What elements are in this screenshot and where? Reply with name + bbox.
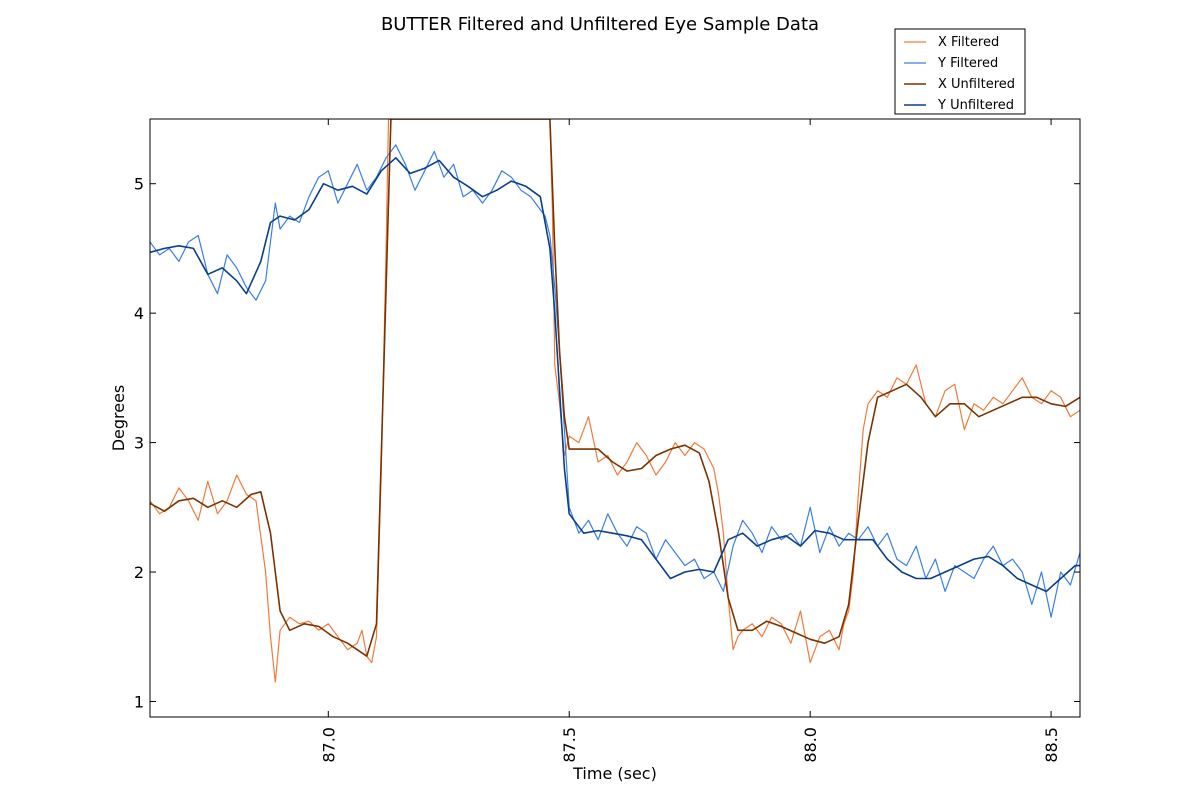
- legend-label-x-unfiltered: X Unfiltered: [938, 77, 1015, 92]
- series-group: [150, 119, 1080, 683]
- y-tick-label: 2: [134, 563, 144, 582]
- series-line-y-filtered: [150, 144, 1080, 618]
- x-axis-label: Time (sec): [572, 764, 657, 783]
- series-line-y-unfiltered: [150, 157, 1080, 593]
- ticks-group: 87.0 87.5 88.0 88.5 1 2 3 4 5: [134, 119, 1080, 763]
- y-axis-label: Degrees: [109, 385, 128, 452]
- legend-label-y-filtered: Y Filtered: [937, 56, 998, 71]
- x-tick-label: 87.5: [560, 727, 579, 763]
- legend-box: [894, 28, 1026, 115]
- x-tick-label: 88.0: [801, 727, 820, 763]
- y-tick-label: 5: [134, 175, 144, 194]
- legend-label-y-unfiltered: Y Unfiltered: [937, 98, 1014, 113]
- y-tick-label: 1: [134, 692, 144, 711]
- plot-area: [150, 119, 1080, 717]
- y-tick-label: 4: [134, 304, 144, 323]
- series-line-x-unfiltered: [150, 119, 1080, 658]
- plot-frame: [149, 118, 1081, 718]
- legend-label-x-filtered: X Filtered: [938, 35, 999, 50]
- x-tick-label: 87.0: [319, 727, 338, 763]
- legend: X Filtered Y Filtered X Unfiltered Y Unfilt…: [894, 28, 1026, 115]
- chart-title: BUTTER Filtered and Unfiltered Eye Sampl…: [381, 14, 819, 35]
- y-tick-label: 3: [134, 434, 144, 453]
- x-tick-label: 88.5: [1042, 727, 1061, 763]
